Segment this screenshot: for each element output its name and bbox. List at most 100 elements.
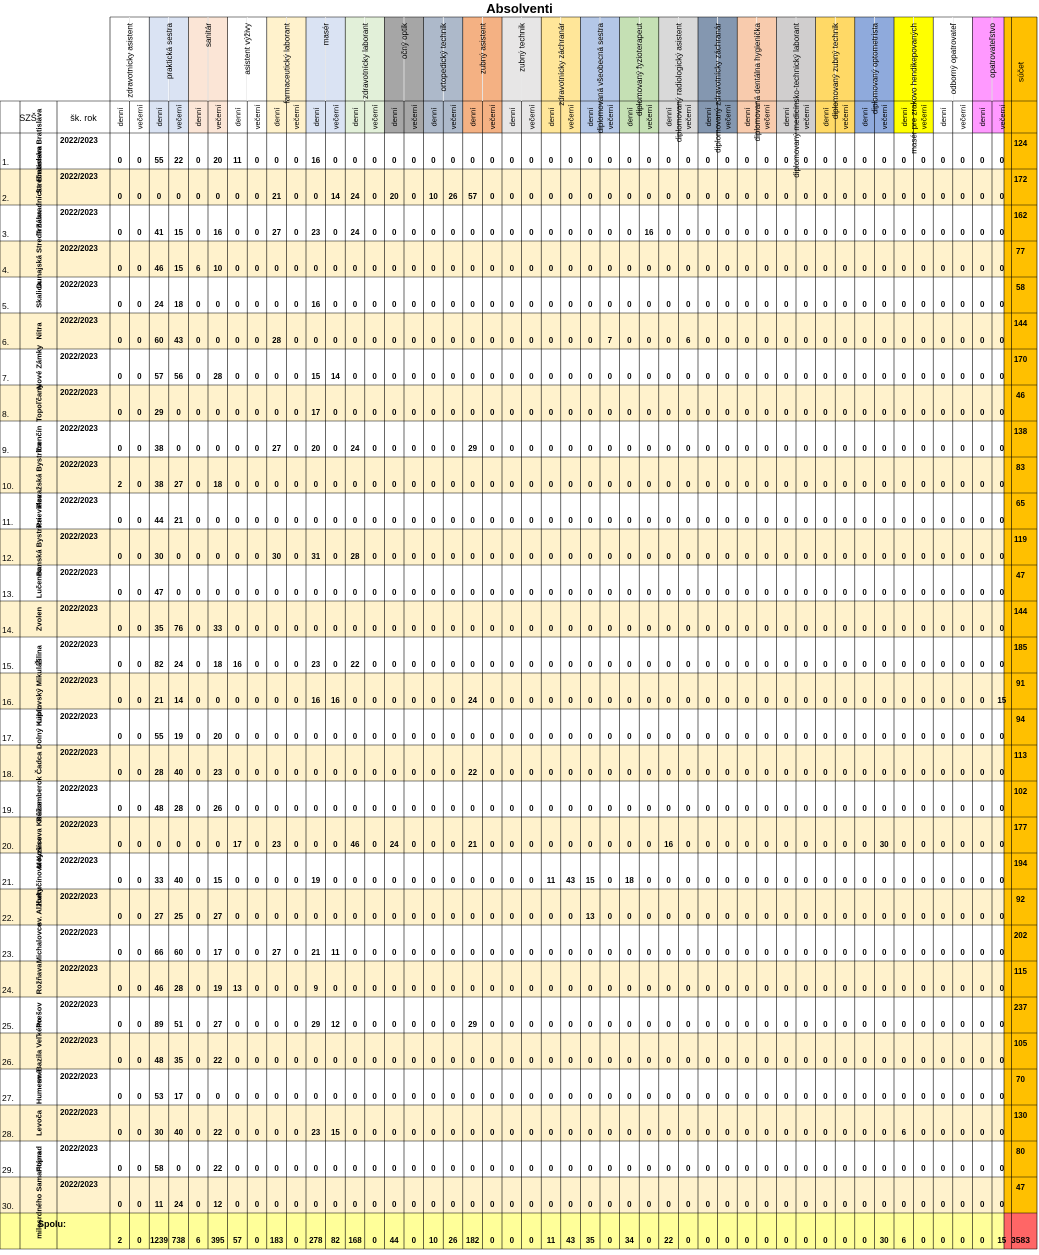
value-cell: 0: [392, 336, 397, 345]
value-cell: 0: [549, 768, 554, 777]
value-cell: 0: [764, 516, 769, 525]
value-cell: 0: [960, 804, 965, 813]
value-cell: 0: [745, 1164, 750, 1173]
value-cell: 0: [372, 192, 377, 201]
value-cell: 0: [392, 516, 397, 525]
value-cell: 0: [353, 876, 358, 885]
row-sum: 80: [1016, 1147, 1025, 1156]
value-cell: 0: [490, 1092, 495, 1101]
value-cell: 0: [314, 1056, 319, 1065]
value-cell: 31: [311, 552, 320, 561]
total-value: 0: [294, 1236, 299, 1245]
value-cell: 0: [706, 912, 711, 921]
value-cell: 0: [529, 696, 534, 705]
value-cell: 9: [314, 984, 319, 993]
row-sum: 162: [1014, 211, 1028, 220]
school-year: 2022/2023: [60, 928, 98, 937]
value-cell: 0: [627, 264, 632, 273]
value-cell: 0: [666, 768, 671, 777]
value-cell: 0: [137, 408, 142, 417]
value-cell: 0: [490, 768, 495, 777]
value-cell: 0: [941, 480, 946, 489]
value-cell: 0: [960, 912, 965, 921]
value-cell: 0: [647, 624, 652, 633]
value-cell: 0: [333, 912, 338, 921]
row-number: 19.: [2, 805, 14, 815]
value-cell: 0: [608, 948, 613, 957]
value-cell: 0: [490, 696, 495, 705]
value-cell: 0: [216, 192, 221, 201]
value-cell: 0: [412, 408, 417, 417]
value-cell: 0: [588, 264, 593, 273]
value-cell: 0: [725, 192, 730, 201]
value-cell: 0: [941, 588, 946, 597]
value-cell: 0: [764, 660, 769, 669]
value-cell: 0: [627, 480, 632, 489]
value-cell: 0: [510, 372, 515, 381]
value-cell: 17: [174, 1092, 183, 1101]
value-cell: 0: [451, 372, 456, 381]
value-cell: 15: [997, 696, 1006, 705]
value-cell: 0: [804, 444, 809, 453]
denne-label: denní: [469, 107, 478, 127]
value-cell: 0: [294, 372, 299, 381]
value-cell: 0: [784, 192, 789, 201]
value-cell: 0: [529, 588, 534, 597]
value-cell: 0: [118, 624, 123, 633]
value-cell: 0: [823, 840, 828, 849]
value-cell: 0: [666, 516, 671, 525]
value-cell: 0: [353, 948, 358, 957]
value-cell: 0: [902, 660, 907, 669]
value-cell: 0: [412, 552, 417, 561]
value-cell: 0: [137, 948, 142, 957]
value-cell: 0: [568, 804, 573, 813]
value-cell: 0: [843, 480, 848, 489]
value-cell: 0: [647, 696, 652, 705]
value-cell: 0: [529, 1164, 534, 1173]
value-cell: 0: [372, 1056, 377, 1065]
value-cell: 0: [372, 660, 377, 669]
row-sum: 46: [1016, 391, 1025, 400]
value-cell: 13: [233, 984, 242, 993]
denne-header-cell: [894, 101, 914, 133]
value-cell: 0: [921, 552, 926, 561]
value-cell: 0: [412, 192, 417, 201]
value-cell: 0: [902, 156, 907, 165]
value-cell: 0: [372, 804, 377, 813]
value-cell: 0: [353, 768, 358, 777]
value-cell: 0: [392, 156, 397, 165]
value-cell: 0: [980, 1020, 985, 1029]
value-cell: 0: [588, 300, 593, 309]
value-cell: 0: [804, 1128, 809, 1137]
value-cell: 0: [784, 408, 789, 417]
value-cell: 0: [823, 192, 828, 201]
school-year: 2022/2023: [60, 1036, 98, 1045]
value-cell: 0: [235, 516, 240, 525]
value-cell: 0: [392, 1020, 397, 1029]
school-year: 2022/2023: [60, 856, 98, 865]
row-number: 5.: [2, 301, 9, 311]
value-cell: 0: [784, 948, 789, 957]
value-cell: 0: [902, 408, 907, 417]
value-cell: 0: [627, 1056, 632, 1065]
value-cell: 0: [843, 336, 848, 345]
value-cell: 0: [862, 732, 867, 741]
value-cell: 0: [921, 372, 926, 381]
value-cell: 0: [941, 552, 946, 561]
value-cell: 0: [470, 588, 475, 597]
row-number: 3.: [2, 229, 9, 239]
row-sum: 83: [1016, 463, 1025, 472]
value-cell: 0: [725, 372, 730, 381]
value-cell: 0: [235, 1020, 240, 1029]
value-cell: 0: [451, 624, 456, 633]
value-cell: 0: [333, 1164, 338, 1173]
denne-label: denní: [351, 107, 360, 127]
value-cell: 0: [333, 336, 338, 345]
value-cell: 0: [608, 444, 613, 453]
value-cell: 0: [372, 624, 377, 633]
value-cell: 0: [666, 588, 671, 597]
value-cell: 0: [725, 984, 730, 993]
value-cell: 0: [392, 804, 397, 813]
value-cell: 0: [823, 768, 828, 777]
value-cell: 0: [196, 1056, 201, 1065]
